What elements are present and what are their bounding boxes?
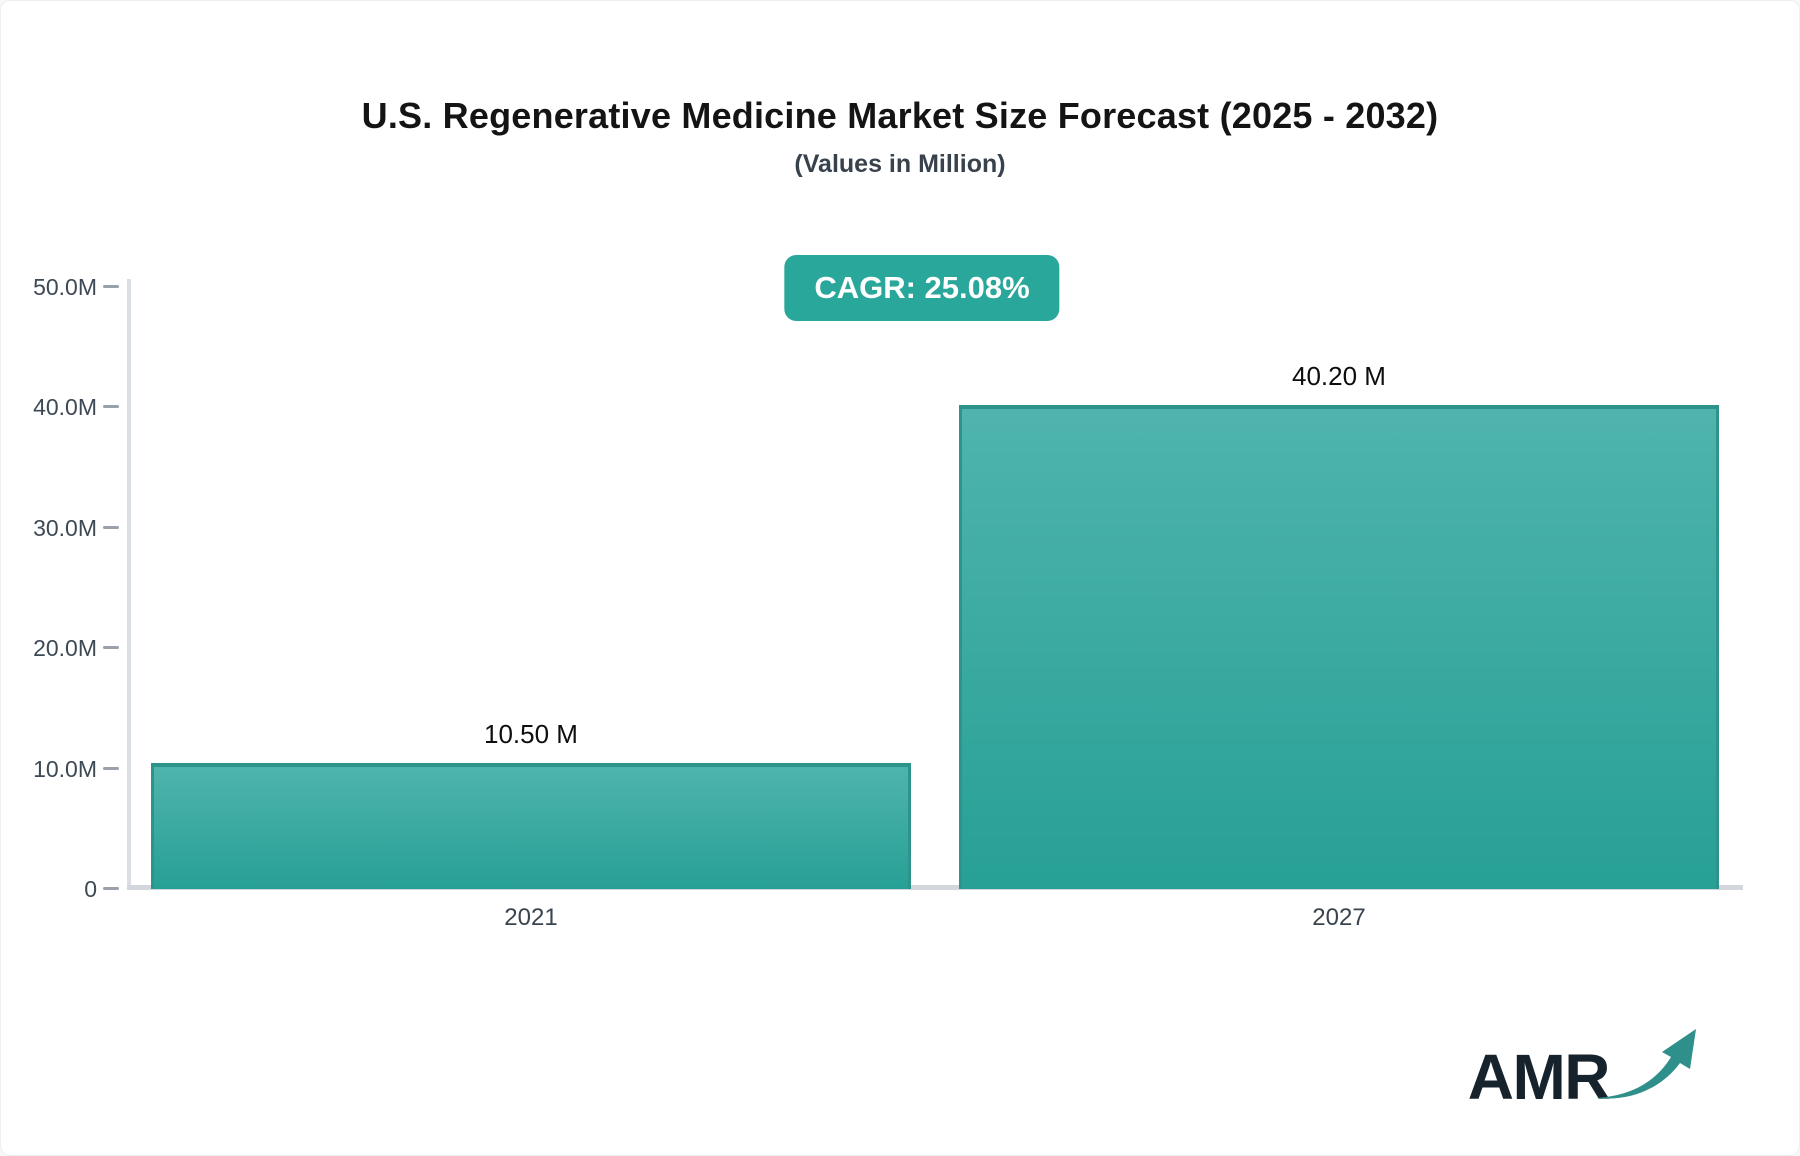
y-tick-label-20.0M: 20.0M	[33, 635, 97, 662]
y-tick-label-0: 0	[84, 876, 97, 902]
chart-title: U.S. Regenerative Medicine Market Size F…	[361, 95, 1439, 136]
y-tick-label-10.0M: 10.0M	[33, 755, 97, 782]
y-tick-mark	[103, 285, 119, 288]
bar-value-label-2027: 40.20 M	[1292, 360, 1386, 391]
y-tick-mark	[103, 766, 119, 770]
x-axis-line	[127, 885, 1743, 890]
y-tick-label-40.0M: 40.0M	[33, 394, 97, 421]
y-axis-line	[127, 279, 131, 889]
y-tick-label-30.0M: 30.0M	[33, 514, 97, 541]
bar-2027[interactable]	[959, 404, 1719, 889]
y-tick-mark	[103, 887, 119, 890]
y-tick-mark	[103, 525, 119, 529]
amr-logo-text: AMR	[1467, 1040, 1611, 1113]
y-tick-mark	[103, 405, 119, 409]
x-axis-label-2021: 2021	[504, 904, 558, 931]
y-tick-mark	[103, 646, 119, 650]
amr-logo: AMR	[1467, 1022, 1707, 1113]
bar-2021[interactable]	[151, 762, 911, 889]
chart-subtitle: (Values in Million)	[794, 150, 1006, 178]
x-axis-label-2027: 2027	[1312, 904, 1366, 931]
y-tick-label-50.0M: 50.0M	[33, 274, 97, 300]
growth-arrow-icon	[1596, 1029, 1696, 1099]
bar-value-label-2021: 10.50 M	[484, 718, 578, 749]
cagr-badge: CAGR: 25.08%	[784, 255, 1060, 321]
